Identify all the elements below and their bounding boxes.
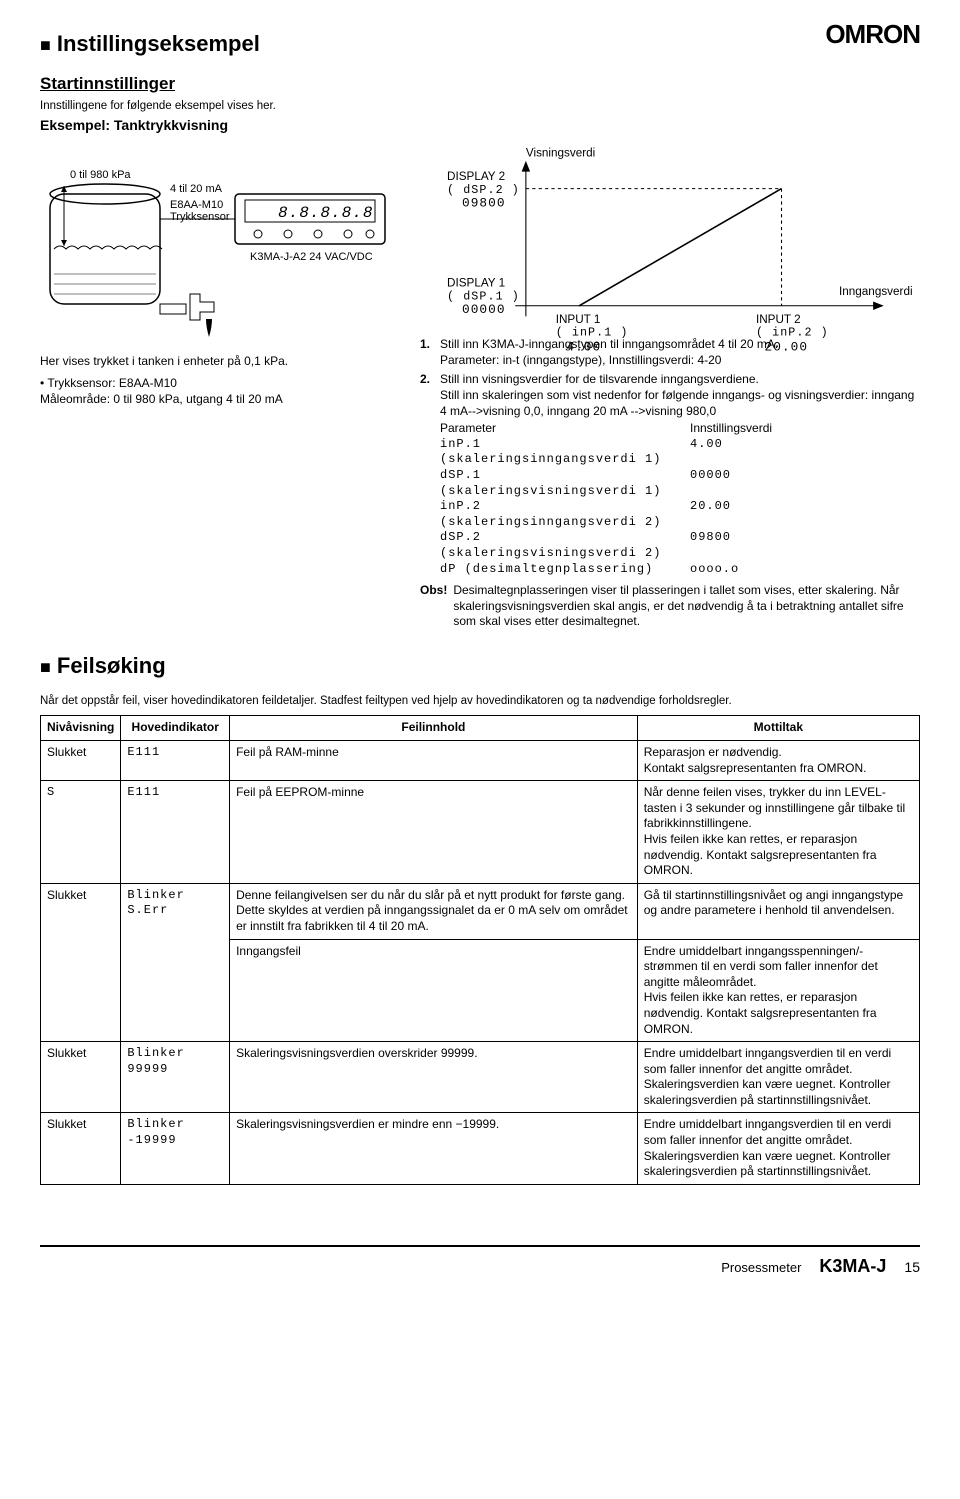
page-footer: Prosessmeter K3MA-J 15 (40, 1245, 920, 1278)
svg-text:( inP.2 ): ( inP.2 ) (756, 325, 829, 339)
table-header: Nivåvisning (41, 716, 121, 741)
obs-text: Desimaltegnplasseringen viser til plasse… (453, 583, 920, 630)
tank-diagram: 0 til 980 kPa 4 til 20 mA E8AA-M10 Trykk… (40, 164, 400, 344)
svg-text:( inP.1 ): ( inP.1 ) (556, 325, 629, 339)
svg-text:Inngangsverdi: Inngangsverdi (839, 285, 913, 298)
svg-text:INPUT 1: INPUT 1 (556, 313, 601, 326)
svg-text:INPUT 2: INPUT 2 (756, 313, 801, 326)
scaling-chart: Visningsverdi DISPLAY 2 ( dSP.2 ) 09800 … (430, 146, 920, 370)
sensor-label-1: E8AA-M10 (170, 199, 223, 211)
under-tank-1: Her vises trykket i tanken i enheter på … (40, 354, 400, 370)
svg-text:20.00: 20.00 (764, 339, 808, 354)
svg-text:Visningsverdi: Visningsverdi (526, 146, 595, 159)
tank-range: 0 til 980 kPa (70, 169, 131, 181)
table-header: Feilinnhold (230, 716, 638, 741)
start-sub: Innstillingene for følgende eksempel vis… (40, 99, 920, 114)
heading-example: ■Instillingseksempel (40, 30, 920, 59)
svg-text:4.00: 4.00 (566, 339, 601, 354)
under-tank-2: • Trykksensor: E8AA-M10 Måleområde: 0 ti… (40, 376, 400, 407)
error-table: NivåvisningHovedindikatorFeilinnholdMott… (40, 715, 920, 1184)
footer-product: Prosessmeter (721, 1260, 801, 1277)
table-header: Hovedindikator (121, 716, 230, 741)
heading-example-sub: Eksempel: Tanktrykkvisning (40, 116, 920, 134)
meter-display: 8.8.8.8.8 (278, 204, 373, 222)
obs-label: Obs! (420, 583, 447, 630)
troubleshoot-intro: Når det oppstår feil, viser hovedindikat… (40, 694, 920, 709)
table-header: Mottiltak (637, 716, 919, 741)
svg-text:DISPLAY 2: DISPLAY 2 (447, 170, 505, 183)
footer-page: 15 (904, 1258, 920, 1276)
svg-text:DISPLAY 1: DISPLAY 1 (447, 276, 505, 289)
svg-text:09800: 09800 (462, 196, 506, 211)
sensor-label-2: Trykksensor (170, 211, 230, 223)
footer-model: K3MA-J (819, 1255, 886, 1278)
meter-model: K3MA-J-A2 24 VAC/VDC (250, 251, 373, 263)
signal-label: 4 til 20 mA (170, 183, 223, 195)
brand-logo: OMRON (825, 18, 920, 52)
svg-text:00000: 00000 (462, 302, 506, 317)
heading-start: Startinnstillinger (40, 73, 920, 95)
heading-troubleshoot: ■Feilsøking (40, 652, 920, 681)
